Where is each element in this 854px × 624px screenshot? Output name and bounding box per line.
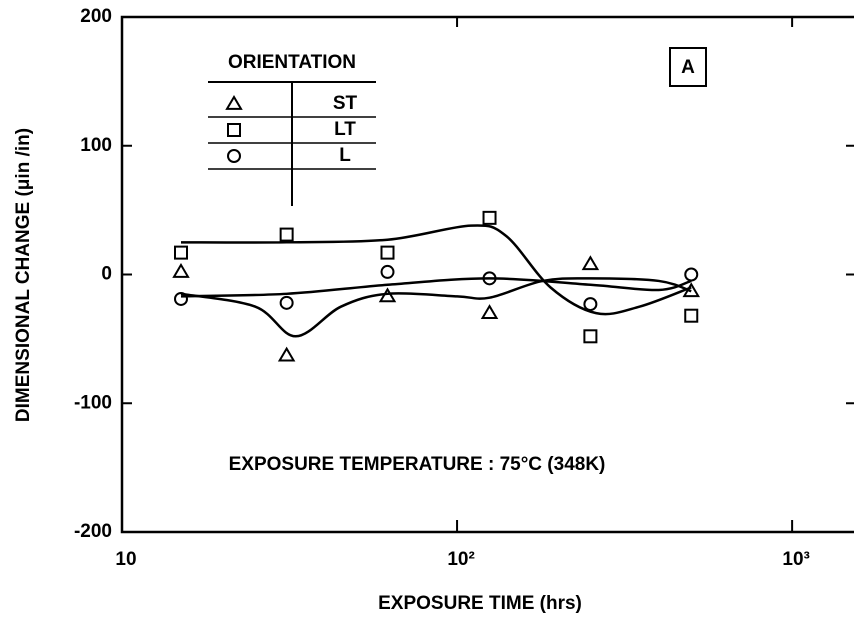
marker — [174, 245, 189, 260]
marker — [277, 346, 296, 362]
marker — [380, 245, 395, 260]
marker — [227, 149, 241, 163]
y-tick-label: -200 — [74, 521, 112, 542]
fit-curve — [180, 277, 692, 338]
marker — [172, 262, 190, 278]
x-tick-label: 10² — [447, 549, 474, 570]
marker — [684, 308, 699, 323]
marker — [482, 210, 497, 225]
y-axis-label: DIMENSIONAL CHANGE (μin /in) — [13, 128, 34, 422]
legend-label: ST — [333, 93, 358, 114]
marker — [225, 95, 243, 110]
annotation: EXPOSURE TEMPERATURE : 75°C (348K) — [229, 454, 606, 475]
legend-label: LT — [334, 119, 356, 140]
marker — [227, 123, 241, 137]
fit-curve — [181, 224, 692, 316]
marker — [480, 304, 499, 320]
marker — [684, 267, 699, 282]
y-tick-label: 200 — [80, 6, 112, 27]
marker — [583, 329, 598, 344]
marker — [174, 291, 189, 306]
marker — [279, 295, 294, 310]
marker — [378, 287, 397, 303]
marker — [380, 264, 395, 279]
marker — [279, 227, 294, 242]
x-tick-label: 10³ — [782, 549, 809, 570]
legend-title: ORIENTATION — [228, 52, 356, 73]
x-tick-label: 10 — [115, 549, 136, 570]
marker — [682, 282, 701, 298]
y-tick-label: -100 — [74, 392, 112, 413]
y-tick-label: 100 — [80, 135, 112, 156]
panel-box — [669, 47, 707, 87]
marker — [583, 297, 598, 312]
legend-label: L — [339, 145, 351, 166]
y-tick-label: 0 — [101, 264, 112, 285]
fit-curve — [180, 277, 692, 298]
marker — [581, 255, 600, 271]
x-axis-label: EXPOSURE TIME (hrs) — [378, 593, 582, 614]
panel-label: A — [681, 57, 695, 78]
marker — [482, 271, 497, 286]
